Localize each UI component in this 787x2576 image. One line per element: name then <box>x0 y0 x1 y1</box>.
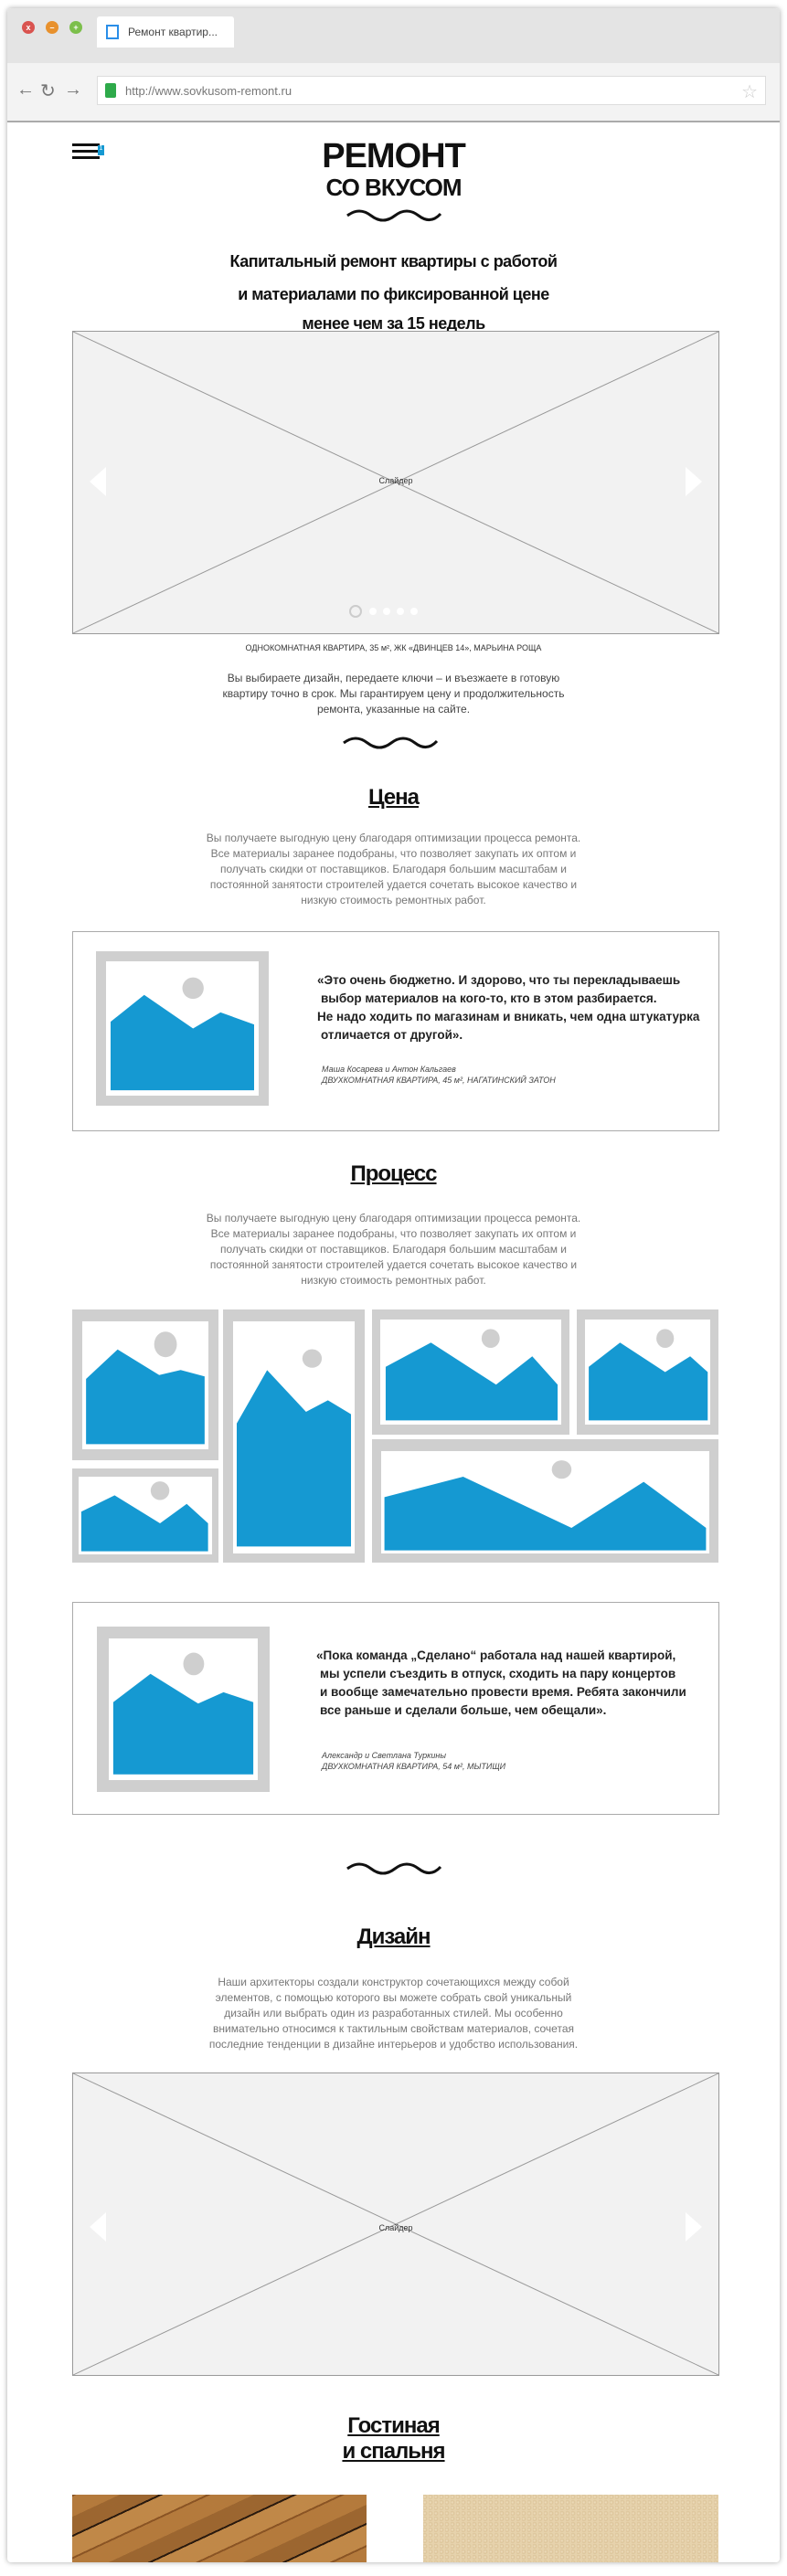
slider-dot[interactable] <box>369 608 377 615</box>
favicon-icon <box>106 25 119 39</box>
back-icon[interactable]: ← <box>16 80 35 100</box>
section-title-process: Процесс <box>350 1161 437 1186</box>
text-line: элементов, с помощью которого вы можете … <box>215 1991 572 2004</box>
price-text: Вы получаете выгодную цену благодаря опт… <box>0 831 787 908</box>
gallery-image[interactable] <box>372 1309 569 1435</box>
testimonial-photo <box>96 951 269 1106</box>
menu-badge: 1 <box>98 145 104 155</box>
text-line: постоянной занятости строителей удается … <box>209 878 578 891</box>
text-line: Наши архитекторы создали конструктор соч… <box>218 1976 569 1988</box>
site-title: РЕМОНТ <box>322 137 466 175</box>
close-window-button[interactable]: x <box>22 21 35 34</box>
minimize-window-button[interactable]: – <box>46 21 58 34</box>
text-line: постоянной занятости строителей удается … <box>209 1258 578 1271</box>
slider-dot[interactable] <box>397 608 404 615</box>
design-text: Наши архитекторы создали конструктор соч… <box>0 1975 787 2052</box>
plaster-texture-image[interactable] <box>423 2495 718 2562</box>
forward-icon[interactable]: → <box>64 80 82 100</box>
url-text: http://www.sovkusom-remont.ru <box>125 84 292 98</box>
slider-next-arrow-icon[interactable] <box>686 467 702 496</box>
text-line: Все материалы заранее подобраны, что поз… <box>210 847 577 860</box>
headline-line: Капитальный ремонт квартиры с работой <box>229 252 558 270</box>
slider-prev-arrow-icon[interactable] <box>90 2212 106 2242</box>
slider-dot[interactable] <box>383 608 390 615</box>
testimonial-card: «Пока команда „Сделано“ работала над наш… <box>72 1602 719 1815</box>
text-line: ремонта, указанные на сайте. <box>316 703 471 716</box>
image-placeholder-icon <box>384 1460 707 1551</box>
gallery-image[interactable] <box>577 1309 718 1435</box>
design-slider[interactable]: Слайдер <box>72 2072 719 2376</box>
text-line: получать скидки от поставщиков. Благодар… <box>220 1243 567 1256</box>
image-placeholder-icon <box>589 1329 708 1421</box>
text-line: Вы получаете выгодную цену благодаря опт… <box>206 832 581 844</box>
gallery-image[interactable] <box>72 1468 218 1563</box>
site-subtitle: СО ВКУСОМ <box>325 174 462 201</box>
wave-divider-icon <box>343 737 439 749</box>
slider-prev-arrow-icon[interactable] <box>90 467 106 496</box>
address-bar[interactable]: http://www.sovkusom-remont.ru ☆ <box>97 76 766 105</box>
testimonial-card: «Это очень бюджетно. И здорово, что ты п… <box>72 931 719 1131</box>
gallery-image[interactable] <box>223 1309 365 1563</box>
maximize-window-button[interactable]: + <box>69 21 82 34</box>
hamburger-line <box>72 156 100 159</box>
placeholder-cross <box>73 332 718 633</box>
headline-line: и материалами по фиксированной цене <box>238 285 549 303</box>
wood-floor-texture-image[interactable] <box>72 2495 367 2562</box>
testimonial-author: Александр и Светлана Туркины ДВУХКОМНАТНА… <box>322 1751 506 1771</box>
slider-dot-active[interactable] <box>349 605 362 618</box>
text-line: Вы выбираете дизайн, передаете ключи – и… <box>227 672 560 684</box>
hamburger-icon <box>72 143 100 146</box>
testimonial-quote: «Это очень бюджетно. И здорово, что ты п… <box>317 973 700 1042</box>
intro-text: Вы выбираете дизайн, передаете ключи – и… <box>0 671 787 717</box>
section-title-price: Цена <box>367 785 420 810</box>
slider-next-arrow-icon[interactable] <box>686 2212 702 2242</box>
slider-label: Слайдер <box>378 476 413 485</box>
image-placeholder-icon <box>112 1652 254 1775</box>
image-placeholder-icon <box>111 977 254 1091</box>
text-line: квартиру точно в срок. Мы гарантируем це… <box>222 687 565 700</box>
gallery-image[interactable] <box>72 1309 218 1460</box>
text-line: низкую стоимость ремонтных работ. <box>301 1274 486 1287</box>
text-line: низкую стоимость ремонтных работ. <box>301 894 486 906</box>
text-line: внимательно относимся к тактильным свойс… <box>213 2022 574 2035</box>
image-placeholder-icon <box>86 1331 205 1445</box>
hamburger-line <box>72 150 100 153</box>
testimonial-author: Маша Косарева и Антон Кальгаев ДВУХКОМНАТ… <box>322 1065 556 1085</box>
testimonial-photo <box>97 1627 270 1792</box>
image-placeholder-icon <box>80 1481 208 1552</box>
browser-tab[interactable]: Ремонт квартир... <box>97 16 234 48</box>
image-placeholder-icon <box>236 1349 352 1547</box>
section-title-design: Дизайн <box>356 1924 431 1949</box>
hero-slider[interactable]: Слайдер <box>72 331 719 634</box>
menu-button[interactable]: 1 <box>72 143 104 159</box>
text-line: Все материалы заранее подобраны, что поз… <box>210 1227 577 1240</box>
headline-line: менее чем за 15 недель <box>302 314 485 333</box>
slider-caption: ОДНОКОМНАТНАЯ КВАРТИРА, 35 м², ЖК «ДВИНЦ… <box>245 643 542 652</box>
testimonial-quote: «Пока команда „Сделано“ работала над наш… <box>316 1648 686 1717</box>
slider-label: Слайдер <box>378 2223 413 2232</box>
placeholder-cross <box>73 2073 718 2375</box>
text-line: получать скидки от поставщиков. Благодар… <box>220 863 567 875</box>
gallery-image[interactable] <box>372 1439 718 1563</box>
slider-dot[interactable] <box>410 608 418 615</box>
image-placeholder-icon <box>385 1329 558 1421</box>
text-line: последние тенденции в дизайне интерьеров… <box>208 2038 579 2051</box>
bookmark-star-icon[interactable]: ☆ <box>741 82 758 102</box>
reload-icon[interactable]: ↻ <box>40 81 56 101</box>
browser-toolbar: ← ↻ → http://www.sovkusom-remont.ru ☆ <box>7 63 780 122</box>
text-line: Вы получаете выгодную цену благодаря опт… <box>206 1212 581 1224</box>
hero-headline: Капитальный ремонт квартиры с работой и … <box>0 245 787 336</box>
section-title-rooms: Гостиная и спальня <box>342 2413 445 2464</box>
text-line: дизайн или выбрать один из разработанных… <box>224 2007 563 2019</box>
wave-divider-icon <box>346 1862 442 1875</box>
tab-title: Ремонт квартир... <box>128 26 218 38</box>
wave-divider-icon <box>346 209 442 222</box>
slider-dots <box>349 605 459 618</box>
lock-icon <box>105 83 116 98</box>
process-text: Вы получаете выгодную цену благодаря опт… <box>0 1211 787 1288</box>
